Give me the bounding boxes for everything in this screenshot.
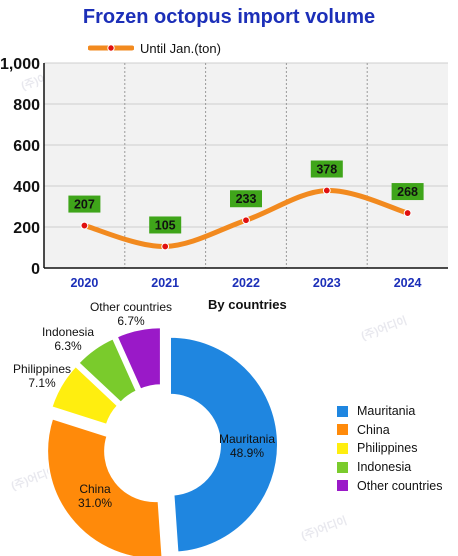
data-label: 268 xyxy=(397,185,418,199)
slice-value-label: 6.3% xyxy=(54,339,82,353)
legend-item: China xyxy=(337,421,442,440)
x-tick-label: 2020 xyxy=(70,276,98,290)
legend-item: Other countries xyxy=(337,476,442,495)
legend-label: Indonesia xyxy=(357,460,412,475)
donut-slice xyxy=(115,326,162,391)
legend-label: Mauritania xyxy=(357,404,416,419)
x-tick-label: 2024 xyxy=(394,276,422,290)
y-tick-label: 600 xyxy=(13,138,40,155)
data-point xyxy=(80,221,89,230)
legend-label: China xyxy=(357,422,390,437)
legend-label: Philippines xyxy=(357,441,418,456)
legend-swatch xyxy=(337,480,348,492)
slice-value-label: 7.1% xyxy=(28,376,56,390)
data-label-box xyxy=(230,190,262,208)
legend-label: Other countries xyxy=(357,478,443,493)
slice-value-label: 31.0% xyxy=(78,496,112,510)
line-chart: 0 200 400 600 800 1,000 2020 2021 2022 2023 2024 20… xyxy=(0,56,448,290)
legend-swatch xyxy=(337,424,348,436)
y-tick-label: 1,000 xyxy=(0,56,40,73)
donut-slice xyxy=(168,335,279,554)
data-label: 105 xyxy=(155,218,176,232)
donut-title: By countries xyxy=(208,297,287,312)
x-tick-label: 2022 xyxy=(232,276,260,290)
data-label-box xyxy=(310,160,343,178)
data-label: 378 xyxy=(316,163,337,177)
y-tick-label: 200 xyxy=(13,220,40,237)
line-legend-label: Until Jan.(ton) xyxy=(140,40,221,56)
legend-item: Indonesia xyxy=(337,458,442,477)
line-legend: Until Jan.(ton) xyxy=(88,40,221,56)
legend-swatch xyxy=(337,442,348,454)
data-point xyxy=(403,209,412,217)
x-tick-label: 2023 xyxy=(313,276,341,290)
data-label-box xyxy=(391,183,424,201)
slice-label: Other countries xyxy=(90,300,172,314)
chart-title: Frozen octopus import volume xyxy=(82,6,376,28)
slice-label: Mauritania xyxy=(219,432,275,446)
data-point xyxy=(161,242,170,251)
y-tick-label: 400 xyxy=(13,179,40,196)
data-label-box xyxy=(149,216,182,234)
slice-value-label: 48.9% xyxy=(230,446,264,460)
x-tick-label: 2021 xyxy=(151,276,179,290)
slice-label: Philippines xyxy=(13,362,71,376)
legend-swatch xyxy=(337,461,348,473)
donut-legend: Mauritania China Philippines Indonesia Other… xyxy=(337,402,442,495)
plot-background xyxy=(44,63,448,268)
y-tick-label: 800 xyxy=(13,97,40,114)
watermark: (주)어디이 xyxy=(359,315,409,343)
slice-label: Indonesia xyxy=(42,325,94,339)
legend-item: Mauritania xyxy=(337,402,442,421)
legend-item: Philippines xyxy=(337,439,442,458)
donut-slice xyxy=(77,336,139,405)
data-label: 233 xyxy=(236,192,257,206)
legend-swatch xyxy=(337,405,348,417)
donut-slice xyxy=(46,417,164,556)
slice-label: China xyxy=(79,482,111,496)
line-legend-marker-icon xyxy=(88,44,134,52)
data-point xyxy=(242,216,250,225)
donut-slice xyxy=(50,364,120,427)
y-tick-label: 0 xyxy=(31,261,40,278)
data-label-box xyxy=(68,195,101,213)
slice-value-label: 6.7% xyxy=(117,314,145,328)
data-point xyxy=(322,186,331,195)
data-label: 207 xyxy=(74,198,95,212)
